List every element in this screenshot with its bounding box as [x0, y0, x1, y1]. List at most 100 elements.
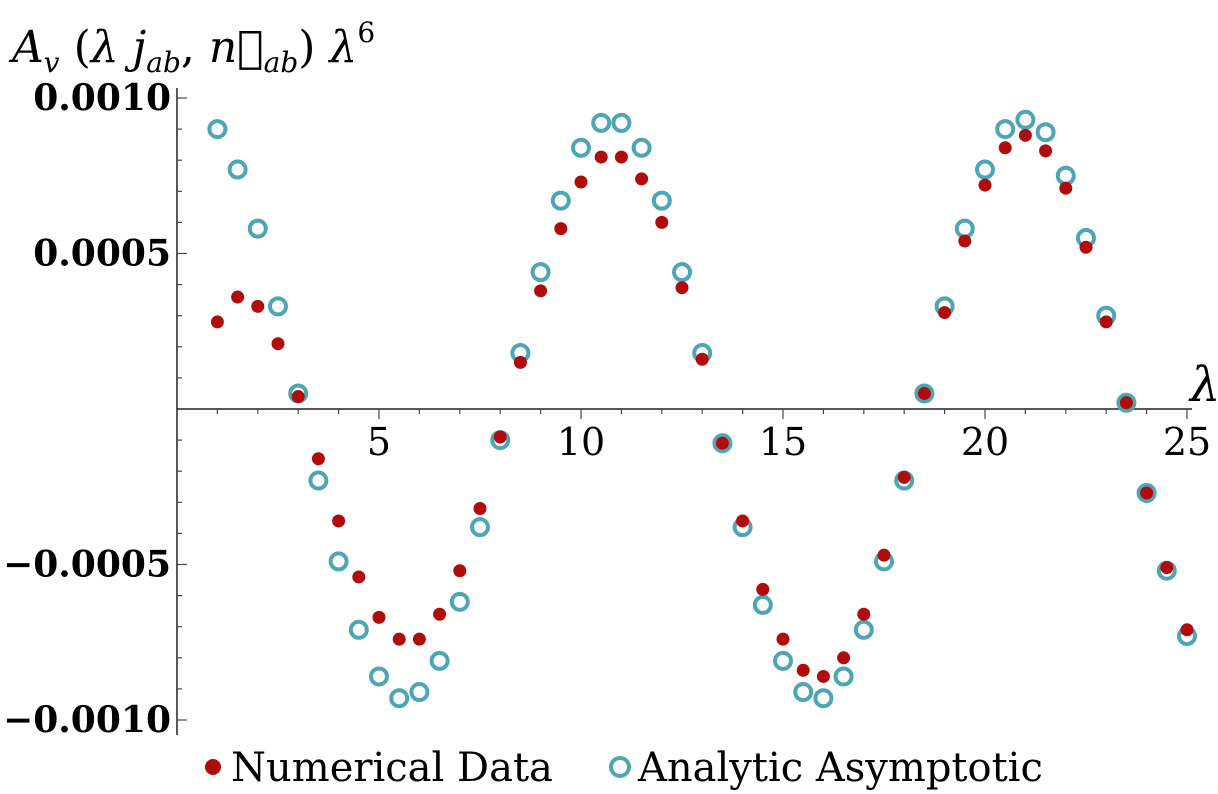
numerical-point — [493, 430, 507, 444]
numerical-point — [857, 607, 871, 621]
y-tick-label: 0.0005 — [33, 233, 171, 275]
numerical-point — [635, 172, 649, 186]
x-tick-label: 5 — [367, 420, 391, 464]
numerical-point — [534, 284, 548, 298]
legend: Numerical Data Analytic Asymptotic — [205, 745, 1043, 791]
numerical-point — [1099, 315, 1113, 329]
numerical-point — [1140, 486, 1154, 500]
numerical-point — [998, 141, 1012, 155]
numerical-point — [1119, 396, 1133, 410]
numerical-point — [736, 514, 750, 528]
analytic-point — [449, 591, 470, 612]
analytic-point — [651, 190, 672, 211]
x-tick-label: 20 — [961, 420, 1009, 464]
axes — [176, 88, 1192, 735]
analytic-point — [975, 159, 995, 180]
numerical-point — [796, 663, 810, 677]
y-tick-label: −0.0010 — [3, 699, 171, 741]
numerical-point — [594, 150, 608, 164]
numerical-point — [1039, 144, 1053, 158]
y-tick-label: −0.0005 — [3, 544, 171, 586]
x-tick-label: 15 — [759, 420, 807, 464]
numerical-point — [1018, 128, 1032, 142]
numerical-point — [776, 632, 790, 646]
analytic-point — [1055, 165, 1076, 186]
analytic-point — [611, 112, 632, 133]
analytic-point — [712, 433, 733, 454]
analytic-point — [914, 383, 935, 404]
numerical-point — [392, 632, 406, 646]
analytic-point — [813, 688, 834, 709]
numerical-point — [372, 610, 386, 624]
numerical-point — [574, 175, 588, 189]
numerical-point — [513, 355, 527, 369]
legend-marker-numerical — [205, 759, 221, 775]
analytic-point — [268, 296, 288, 317]
x-tick-label: 10 — [557, 420, 605, 464]
numerical-point — [332, 514, 346, 528]
numerical-point — [352, 570, 366, 584]
analytic-point — [328, 551, 349, 572]
data-series — [207, 109, 1197, 709]
numerical-point — [917, 386, 931, 400]
analytic-point — [853, 619, 874, 640]
numerical-point — [938, 306, 952, 320]
numerical-point — [433, 607, 447, 621]
numerical-point — [311, 452, 325, 466]
analytic-point — [793, 682, 814, 703]
analytic-point — [409, 682, 430, 703]
numerical-point — [958, 234, 972, 248]
analytic-point — [348, 619, 369, 640]
numerical-point — [675, 281, 689, 295]
numerical-point — [978, 178, 992, 192]
numerical-point — [412, 632, 426, 646]
numerical-point — [897, 470, 911, 484]
numerical-point — [231, 290, 245, 304]
analytic-point — [1136, 482, 1157, 503]
analytic-point — [207, 119, 228, 140]
analytic-point — [227, 159, 248, 180]
numerical-point — [695, 352, 709, 366]
numerical-point — [251, 299, 265, 313]
analytic-point — [995, 119, 1016, 140]
y-tick-label: 0.0010 — [33, 77, 171, 119]
analytic-point — [429, 650, 450, 671]
numerical-point — [1160, 561, 1174, 575]
analytic-point — [631, 137, 652, 158]
analytic-point — [1116, 392, 1137, 413]
x-axis-label: λ — [1188, 357, 1218, 413]
analytic-point — [672, 262, 692, 283]
analytic-point — [308, 470, 329, 491]
x-ticks: 5 10 15 20 25 — [216, 409, 1211, 464]
analytic-point — [571, 137, 591, 158]
x-tick-label: 25 — [1163, 420, 1211, 464]
legend-label-numerical: Numerical Data — [231, 745, 553, 791]
numerical-point — [614, 150, 628, 164]
analytic-point — [591, 112, 612, 133]
numerical-point — [1079, 240, 1093, 254]
numerical-point — [271, 337, 285, 351]
analytic-point — [773, 650, 793, 671]
analytic-point — [530, 262, 551, 283]
analytic-point — [1035, 122, 1056, 143]
legend-label-analytic: Analytic Asymptotic — [637, 745, 1043, 791]
numerical-point — [453, 564, 467, 578]
numerical-point — [473, 502, 487, 516]
numerical-point — [554, 222, 568, 236]
series-analytic-asymptotic — [207, 109, 1197, 709]
analytic-point — [389, 688, 410, 709]
numerical-point — [756, 582, 770, 596]
legend-marker-analytic — [609, 756, 631, 778]
analytic-point — [752, 594, 773, 615]
numerical-point — [816, 669, 830, 683]
numerical-point — [1059, 181, 1073, 195]
analytic-point — [954, 218, 975, 239]
analytic-point — [550, 190, 571, 211]
analytic-point — [247, 218, 268, 239]
analytic-point — [1015, 109, 1036, 130]
y-axis-label: Av (λ jab, n⃗ab) λ6 — [8, 16, 375, 79]
analytic-point — [470, 517, 490, 538]
numerical-point — [655, 215, 669, 229]
y-ticks: 0.0010 0.0005 −0.0005 −0.0010 — [3, 77, 187, 741]
